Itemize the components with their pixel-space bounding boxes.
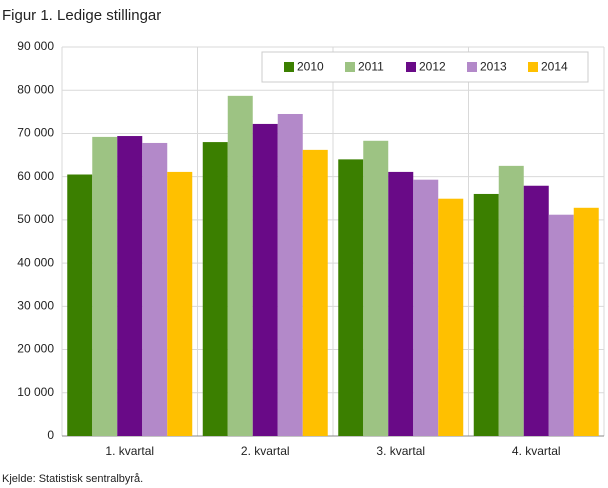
- x-tick-label: 1. kvartal: [105, 444, 154, 458]
- y-tick-label: 70 000: [17, 126, 54, 140]
- bar: [523, 185, 549, 436]
- bar: [438, 198, 464, 436]
- bar: [498, 165, 524, 436]
- x-tick-label: 3. kvartal: [376, 444, 425, 458]
- y-tick-label: 60 000: [17, 169, 54, 183]
- y-tick-label: 30 000: [17, 299, 54, 313]
- bar: [548, 214, 574, 436]
- y-tick-label: 80 000: [17, 82, 54, 96]
- y-tick-label: 40 000: [17, 255, 54, 269]
- bar: [473, 193, 499, 436]
- legend-swatch: [284, 62, 294, 72]
- y-tick-label: 20 000: [17, 342, 54, 356]
- y-tick-label: 10 000: [17, 385, 54, 399]
- bar: [388, 171, 414, 436]
- bar: [227, 95, 253, 436]
- bar: [167, 171, 193, 436]
- y-tick-label: 50 000: [17, 212, 54, 226]
- bar: [277, 113, 303, 436]
- bar: [67, 174, 93, 436]
- x-tick-label: 4. kvartal: [512, 444, 561, 458]
- bar: [413, 179, 439, 437]
- x-tick-label: 2. kvartal: [241, 444, 290, 458]
- y-tick-label: 0: [47, 428, 54, 442]
- bar: [338, 159, 364, 436]
- bar: [92, 136, 118, 436]
- y-tick-label: 90 000: [17, 39, 54, 53]
- source-note: Kjelde: Statistisk sentralbyrå.: [2, 473, 143, 485]
- bar: [117, 136, 143, 436]
- bar: [302, 149, 328, 436]
- legend-label: 2013: [480, 60, 507, 74]
- legend-swatch: [528, 62, 538, 72]
- bar: [573, 207, 599, 436]
- legend-label: 2010: [297, 60, 324, 74]
- bar: [202, 142, 228, 437]
- legend-swatch: [345, 62, 355, 72]
- bar: [252, 123, 278, 437]
- legend-label: 2012: [419, 60, 446, 74]
- legend-label: 2014: [541, 60, 568, 74]
- bar: [142, 142, 168, 436]
- legend-label: 2011: [358, 60, 384, 74]
- chart-title: Figur 1. Ledige stillingar: [2, 7, 161, 24]
- legend-swatch: [467, 62, 477, 72]
- bar: [363, 140, 389, 436]
- legend-swatch: [406, 62, 416, 72]
